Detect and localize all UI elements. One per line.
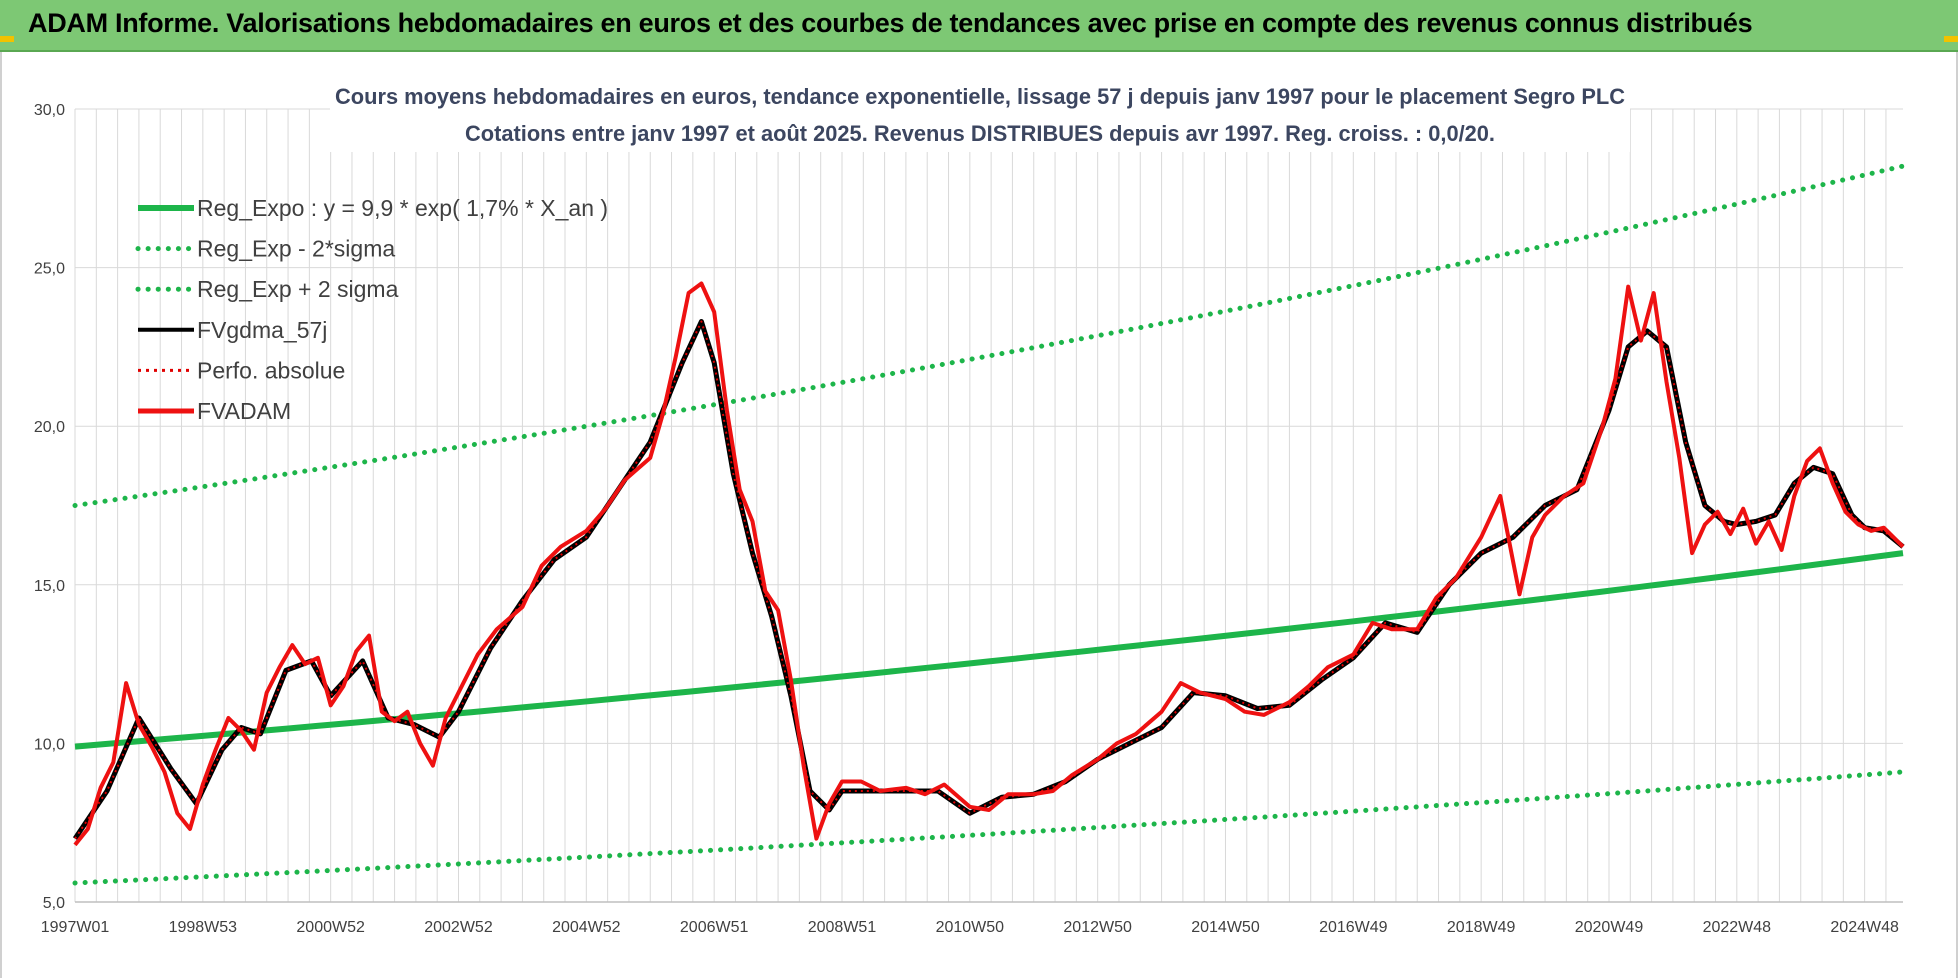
x-tick-label: 2008W51: [808, 919, 877, 936]
x-axis-ticks: 1997W01 1998W53 2000W52 2002W52 2004W52 2006W…: [41, 919, 1899, 936]
report-banner: ADAM Informe. Valorisations hebdomadaire…: [0, 0, 1958, 52]
legend-entry: FVgdma_57j: [197, 317, 327, 343]
y-tick-label: 10,0: [34, 736, 65, 753]
y-tick-label: 25,0: [34, 261, 65, 278]
x-tick-label: 1997W01: [41, 919, 110, 936]
x-tick-label: 2020W49: [1575, 919, 1644, 936]
fvadam-line: [73, 281, 1905, 847]
y-axis-ticks: 5,0 10,0 15,0 20,0 25,0 30,0: [34, 102, 65, 912]
legend-entry: Reg_Exp - 2*sigma: [197, 236, 395, 262]
x-tick-label: 2012W50: [1063, 919, 1132, 936]
x-tick-label: 2016W49: [1319, 919, 1388, 936]
x-tick-label: 1998W53: [169, 919, 238, 936]
legend-entry: Reg_Exp + 2 sigma: [197, 276, 399, 302]
grid: [74, 108, 1903, 903]
y-tick-label: 20,0: [34, 419, 65, 436]
regression-line: [74, 550, 1904, 750]
left-corner-mark: [0, 36, 14, 42]
x-tick-label: 2000W52: [296, 919, 365, 936]
x-tick-label: 2006W51: [680, 919, 749, 936]
perfo-line: [74, 320, 1904, 840]
title-backdrop: [330, 76, 1630, 152]
series-lines: [72, 163, 1906, 886]
right-corner-mark: [1944, 36, 1958, 42]
report-title: ADAM Informe. Valorisations hebdomadaire…: [28, 8, 1753, 38]
smoothed-line: [72, 319, 1905, 840]
x-tick-label: 2010W50: [936, 919, 1005, 936]
x-tick-label: 2014W50: [1191, 919, 1260, 936]
x-tick-label: 2024W48: [1830, 919, 1899, 936]
x-tick-label: 2018W49: [1447, 919, 1516, 936]
legend: Reg_Expo : y = 9,9 * exp( 1,7% * X_an ) R…: [135, 195, 608, 424]
x-tick-label: 2004W52: [552, 919, 621, 936]
legend-entry: Reg_Expo : y = 9,9 * exp( 1,7% * X_an ): [197, 195, 608, 221]
legend-entry: Perfo. absolue: [197, 357, 345, 383]
upper-sigma-line: [72, 163, 1906, 508]
y-tick-label: 5,0: [43, 895, 65, 912]
legend-entry: FVADAM: [197, 398, 291, 424]
y-tick-label: 15,0: [34, 578, 65, 595]
x-tick-label: 2022W48: [1703, 919, 1772, 936]
chart-subtitle: Cotations entre janv 1997 et août 2025. …: [465, 121, 1495, 146]
chart-frame: [0, 52, 1958, 978]
chart-title: Cours moyens hebdomadaires en euros, ten…: [335, 84, 1625, 109]
y-tick-label: 30,0: [34, 102, 65, 119]
lower-sigma-line: [72, 769, 1906, 886]
x-tick-label: 2002W52: [424, 919, 493, 936]
